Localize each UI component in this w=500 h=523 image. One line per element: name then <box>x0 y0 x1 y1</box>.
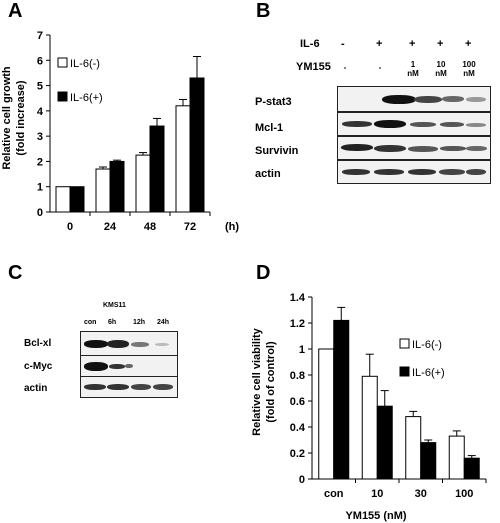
panel-d-ytick-label: 1.2 <box>290 318 305 330</box>
panel-a-xtick-label: 48 <box>144 221 156 233</box>
panel-b-ym155-value: - <box>343 63 347 72</box>
panel-b-il6-sign: + <box>376 38 383 50</box>
panel-d-ylabel-2: (fold of control) <box>265 341 277 423</box>
panel-b-il6-sign: + <box>409 38 416 50</box>
blot-b-mcl1 <box>337 112 491 136</box>
panel-b-il6-label: IL-6 <box>300 38 320 50</box>
panel-d-bar-il6-plus <box>333 319 350 480</box>
panel-a-ylabel-1: Relative cell growth <box>1 66 13 170</box>
blot-c-bclxl <box>80 331 178 357</box>
blot-b-actin <box>337 160 491 184</box>
panel-d-ytick-label: 1 <box>299 344 305 356</box>
panel-a-bar-il6-minus <box>95 168 111 213</box>
blot-c-actin <box>80 376 178 398</box>
panel-b-row-label-actin: actin <box>255 168 281 180</box>
panel-b-ym155-value: 1 nM <box>407 60 419 78</box>
panel-d-bar-il6-minus <box>361 375 378 480</box>
panel-c-lane-label: 6h <box>108 319 117 326</box>
panel-a-legend-swatch <box>57 91 68 102</box>
panel-a-bar-il6-minus <box>55 186 71 213</box>
panel-a-legend-label: IL-6(-) <box>70 58 100 70</box>
panel-a-bar-il6-minus <box>135 154 151 213</box>
panel-d-bar-il6-plus <box>420 442 437 480</box>
panel-d-xtick-label: 100 <box>455 488 473 500</box>
panel-a-ytick-label: 0 <box>37 207 43 219</box>
panel-d-letter: D <box>256 262 271 284</box>
blot-c-cmyc <box>80 355 178 378</box>
panel-c-lane-label: con <box>84 319 97 326</box>
panel-b-ym155-value: 10 nM <box>435 60 447 78</box>
panel-b-il6-sign: + <box>437 38 444 50</box>
panel-d-ytick-label: 0.4 <box>290 422 306 434</box>
panel-d-legend-swatch <box>399 338 410 349</box>
panel-a-ytick-label: 4 <box>37 106 44 118</box>
panel-b-row-label-mcl1: Mcl-1 <box>255 122 284 134</box>
blot-b-survivin <box>337 136 491 160</box>
panel-a-bar-il6-plus <box>109 160 125 213</box>
panel-b-row-label-survivin: Survivin <box>255 145 299 157</box>
panel-c-row-label-cmyc: c-Myc <box>24 361 53 372</box>
panel-d-xtick-label: 30 <box>415 488 427 500</box>
panel-d-bar-il6-minus <box>405 416 422 480</box>
panel-a-ytick-label: 5 <box>37 81 43 93</box>
panel-b-ym155-value: 100 nM <box>462 60 476 78</box>
panel-a-letter: A <box>8 0 23 22</box>
panel-b-ym155-value: - <box>378 63 382 72</box>
panel-a-bar-il6-plus <box>189 77 205 213</box>
panel-c-cell-line: KMS11 <box>103 302 126 309</box>
panel-a-bar-il6-plus <box>69 186 85 213</box>
panel-b-letter: B <box>256 0 271 22</box>
panel-d-ytick-label: 0.2 <box>290 448 305 460</box>
panel-d-chart: Relative cell viability (fold of control… <box>251 292 487 522</box>
panel-a-ytick-label: 2 <box>37 156 43 168</box>
panel-d-bar-il6-minus <box>448 435 465 480</box>
panel-d-legend-swatch <box>399 366 410 377</box>
panel-c-row-label-bclxl: Bcl-xl <box>24 338 52 349</box>
panel-d-ytick-label: 0.6 <box>290 396 305 408</box>
panel-a-xtick-label: 24 <box>104 221 117 233</box>
panel-a-legend-label: IL-6(+) <box>70 92 103 104</box>
panel-d-ytick-label: 0 <box>299 474 305 486</box>
panel-a-ytick-label: 1 <box>37 182 43 194</box>
panel-a-bar-il6-plus <box>149 125 165 213</box>
panel-a-chart: Relative cell growth (fold increase) 0 1 2… <box>1 30 239 233</box>
panel-d-xlabel: YM155 (nM) <box>345 510 406 522</box>
panel-c-letter: C <box>8 262 23 284</box>
panel-d-xtick-label: 10 <box>371 488 383 500</box>
panel-b-row-label-pstat3: P-stat3 <box>255 96 292 108</box>
panel-a-legend-swatch <box>57 57 68 68</box>
panel-d-ytick-label: 1.4 <box>290 292 306 304</box>
panel-b-ym155-label: YM155 <box>296 61 331 73</box>
panel-d-bar-il6-minus <box>318 348 335 480</box>
panel-d-bar-il6-plus <box>376 405 393 480</box>
panel-c-lane-label: 24h <box>157 319 170 326</box>
panel-c-row-label-actin: actin <box>24 383 48 394</box>
panel-d-xtick-label: con <box>324 488 344 500</box>
panel-a-x-unit: (h) <box>225 221 239 233</box>
panel-d-legend-label: IL-6(-) <box>412 339 442 351</box>
panel-d-legend-label: IL-6(+) <box>412 367 445 379</box>
panel-d-bar-il6-plus <box>463 457 480 480</box>
panel-d-ytick-label: 0.8 <box>290 370 305 382</box>
blot-b-pstat3 <box>337 86 491 112</box>
panel-a-ytick-label: 7 <box>37 30 43 42</box>
panel-a-bar-il6-minus <box>175 105 191 213</box>
panel-a-ytick-label: 6 <box>37 55 43 67</box>
panel-a-ylabel-2: (fold increase) <box>15 80 27 156</box>
panel-b-il6-sign: + <box>465 38 472 50</box>
panel-a-ytick-label: 3 <box>37 131 43 143</box>
panel-d-ylabel-1: Relative cell viability <box>251 327 263 435</box>
panel-c-lane-label: 12h <box>133 319 146 326</box>
panel-b-il6-sign: - <box>341 38 345 50</box>
panel-a-xtick-label: 72 <box>184 221 196 233</box>
panel-a-xtick-label: 0 <box>67 221 73 233</box>
